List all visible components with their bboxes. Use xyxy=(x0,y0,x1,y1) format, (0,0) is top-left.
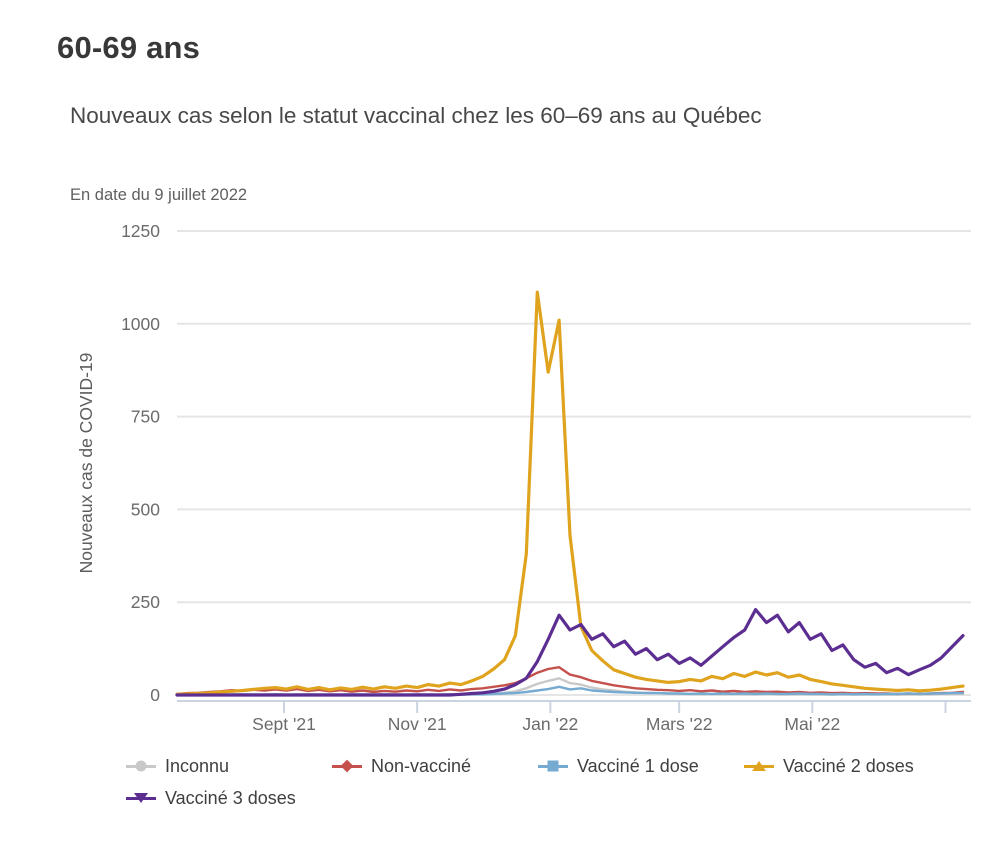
x-axis: Sept '21 Nov '21 Jan '22 Mars '22 Mai '22 xyxy=(177,700,971,734)
y-axis-tick-labels: 0 250 500 750 1000 1250 xyxy=(121,221,160,705)
legend-label-vaccine-1-dose: Vacciné 1 dose xyxy=(577,755,699,776)
y-tick-label-250: 250 xyxy=(131,592,160,612)
legend-item-vaccine-1-dose[interactable]: Vacciné 1 dose xyxy=(538,750,744,782)
legend-label-vaccine-3-doses: Vacciné 3 doses xyxy=(165,787,296,808)
x-tick-label-4: Mai '22 xyxy=(784,714,840,734)
y-tick-label-750: 750 xyxy=(131,407,160,427)
square-marker-icon xyxy=(538,760,568,772)
chart-plot-area: 0 250 500 750 1000 1250 Sept '21 Nov '21 Jan '2… xyxy=(0,215,1008,750)
triangle-up-marker-icon xyxy=(744,761,774,771)
diamond-marker-icon xyxy=(332,759,362,773)
legend-label-non-vaccine: Non-vacciné xyxy=(371,755,472,776)
gridlines xyxy=(177,230,971,696)
x-tick-label-1: Nov '21 xyxy=(388,714,447,734)
as-of-date: En date du 9 juillet 2022 xyxy=(70,186,248,204)
chart-legend: Inconnu Non-vacciné Vacciné 1 dose Vacciné … xyxy=(126,750,956,814)
legend-item-inconnu[interactable]: Inconnu xyxy=(126,750,332,782)
series-line-vaccine-3-doses xyxy=(175,608,965,697)
x-tick-label-2: Jan '22 xyxy=(522,714,578,734)
legend-label-vaccine-2-doses: Vacciné 2 doses xyxy=(783,755,914,776)
legend-item-non-vaccine[interactable]: Non-vacciné xyxy=(332,750,538,782)
legend-item-vaccine-3-doses[interactable]: Vacciné 3 doses xyxy=(126,782,296,814)
legend-item-vaccine-2-doses[interactable]: Vacciné 2 doses xyxy=(744,750,914,782)
triangle-down-marker-icon xyxy=(126,793,156,803)
x-tick-label-0: Sept '21 xyxy=(252,714,316,734)
y-axis-title: Nouveaux cas de COVID-19 xyxy=(76,353,96,574)
y-tick-label-1250: 1250 xyxy=(121,221,160,241)
chart-title: Nouveaux cas selon le statut vaccinal ch… xyxy=(70,103,762,128)
x-tick-label-3: Mars '22 xyxy=(646,714,713,734)
legend-label-inconnu: Inconnu xyxy=(165,755,230,776)
series-lines xyxy=(175,290,965,697)
page-title: 60-69 ans xyxy=(57,30,201,65)
circle-marker-icon xyxy=(126,760,156,772)
y-tick-label-500: 500 xyxy=(131,499,160,519)
chart-svg: 0 250 500 750 1000 1250 Sept '21 Nov '21 Jan '2… xyxy=(76,221,971,734)
series-line-vaccine-2-doses xyxy=(175,290,965,696)
y-tick-label-0: 0 xyxy=(150,685,160,705)
y-tick-label-1000: 1000 xyxy=(121,314,160,334)
